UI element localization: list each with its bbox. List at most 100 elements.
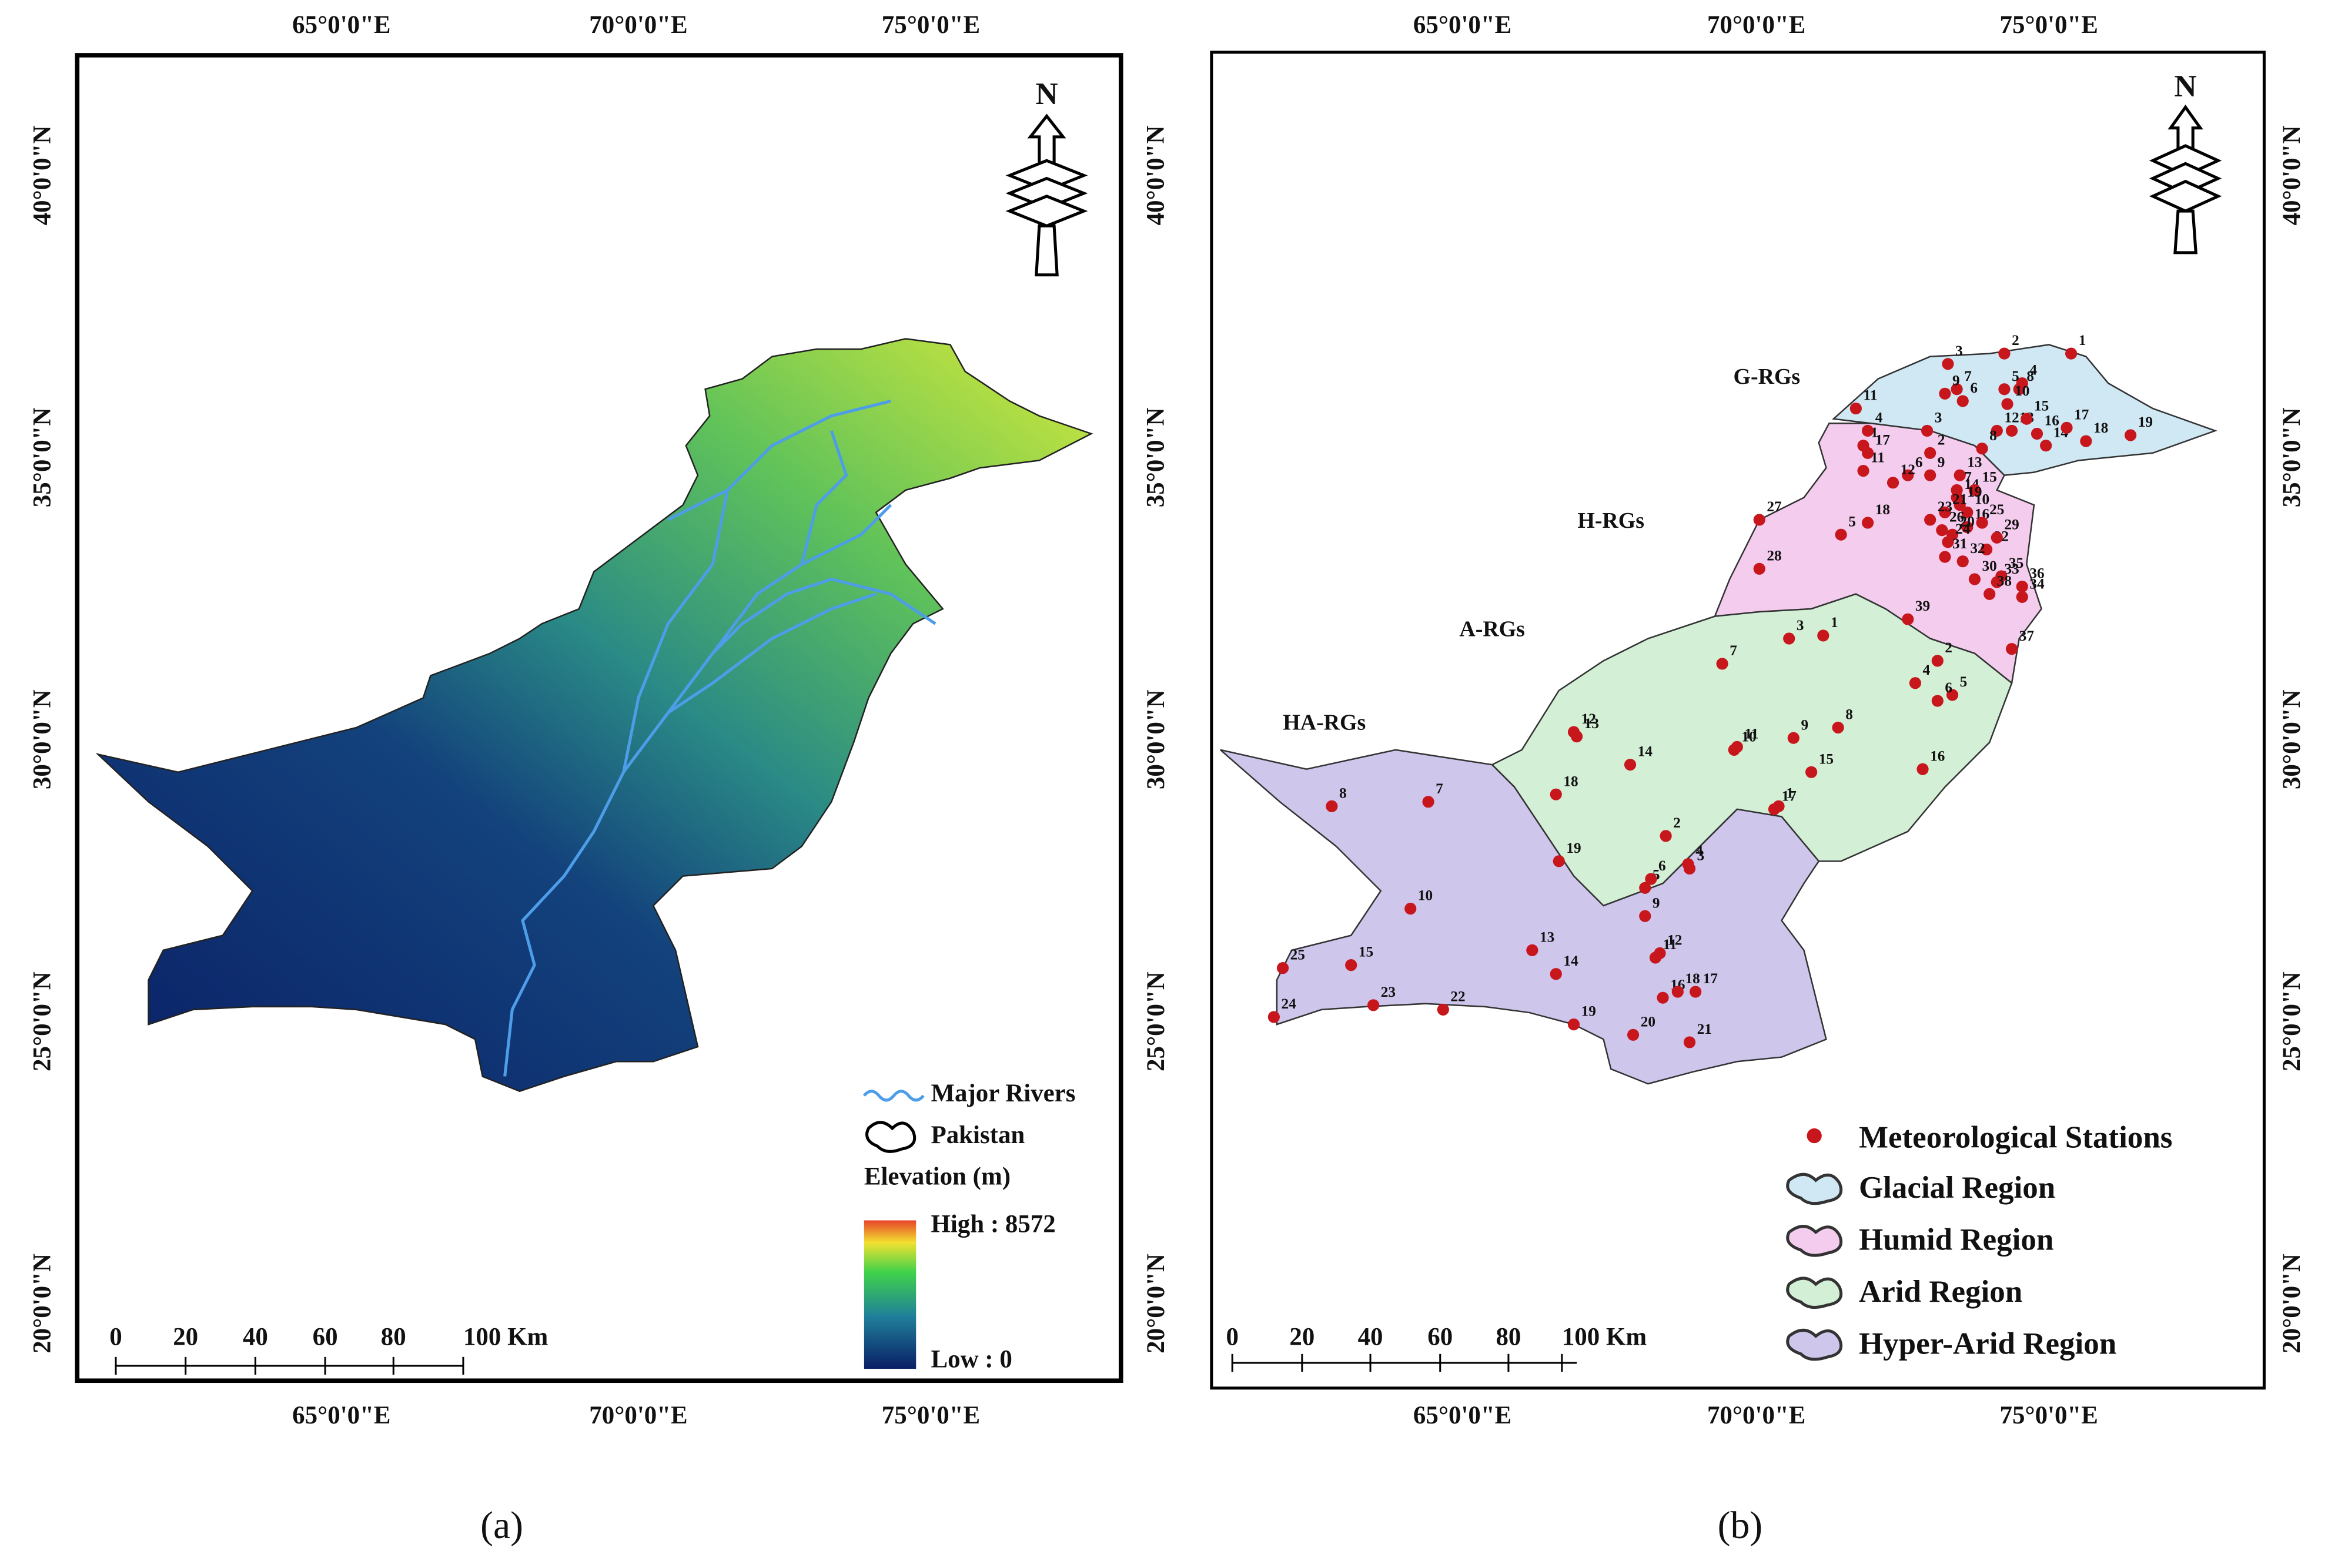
station-label: 38 (1997, 572, 2012, 589)
station (1857, 465, 1869, 477)
station-label: 15 (1819, 751, 1834, 767)
station-label: 14 (1563, 953, 1578, 969)
station (1627, 1028, 1640, 1041)
station-label: 24 (1955, 521, 1971, 537)
lon-label-bottom: 70°0'0"E (589, 1402, 687, 1429)
station (1645, 873, 1657, 885)
station-label: 4 (1875, 410, 1883, 426)
station (2005, 643, 2018, 655)
caption: (a) (480, 1504, 523, 1547)
station-label: 39 (1915, 598, 1930, 614)
station (1276, 962, 1289, 974)
region-label: A-RGs (1459, 617, 1525, 642)
station (1939, 387, 1951, 400)
station-label: 1 (2079, 332, 2086, 349)
station-label: 13 (1584, 715, 1599, 732)
station-label: 25 (1290, 947, 1305, 963)
station (1924, 469, 1936, 481)
station-label: 23 (1381, 984, 1396, 1000)
station-label: 11 (1744, 725, 1758, 742)
station-label: 30 (1982, 558, 1997, 574)
lat-label-right: 30°0'0"N (2278, 689, 2306, 789)
station (2065, 347, 2078, 360)
station-label: 9 (1952, 372, 1960, 388)
station (1946, 689, 1959, 701)
lon-label-bottom: 70°0'0"E (1707, 1402, 1805, 1429)
legend-entry: Meteorological Stations (1859, 1120, 2173, 1154)
panel-a-legend-icons (862, 1090, 925, 1369)
station (2031, 427, 2043, 440)
north-arrow-b (2149, 105, 2222, 254)
scale-label: 0 (1226, 1323, 1238, 1351)
station (1422, 796, 1434, 808)
station-label: 19 (1967, 484, 1982, 500)
station-label: 15 (1359, 944, 1373, 960)
scale-label: 80 (1496, 1323, 1521, 1351)
station-label: 34 (2029, 575, 2045, 592)
station-label: 7 (1436, 780, 1443, 797)
north-arrow-a (1005, 113, 1088, 277)
region-label: G-RGs (1734, 364, 1801, 389)
legend-low: Low : 0 (931, 1345, 1012, 1373)
lon-label-bottom: 65°0'0"E (1413, 1402, 1511, 1429)
station (1942, 536, 1954, 548)
station-label: 18 (1875, 501, 1890, 518)
station (1683, 1036, 1696, 1048)
station-label: 7 (1964, 469, 1972, 485)
lon-label-bottom: 65°0'0"E (292, 1402, 390, 1429)
station (1526, 944, 1538, 956)
station-label: 11 (1864, 387, 1878, 404)
lat-label-left: 40°0'0"N (1142, 126, 1170, 226)
lat-label-right: 20°0'0"N (2278, 1254, 2306, 1353)
lat-label-left: 20°0'0"N (29, 1254, 56, 1353)
station-label: 5 (2012, 368, 2019, 384)
station-label: 9 (1801, 716, 1808, 733)
legend-boundary: Pakistan (931, 1121, 1025, 1149)
station (2021, 413, 2033, 425)
station-label: 25 (1989, 501, 2004, 518)
station (1783, 632, 1795, 645)
scale-label: 60 (313, 1323, 338, 1351)
station (1961, 506, 1974, 518)
station-label: 35 (2009, 555, 2023, 571)
station (1553, 855, 1565, 867)
lon-label-top: 65°0'0"E (1413, 11, 1511, 39)
station-label: 22 (1450, 988, 1465, 1004)
station-label: 21 (1952, 491, 1967, 507)
station (1832, 721, 1844, 734)
lat-label-left: 30°0'0"N (29, 689, 56, 789)
station-label: 5 (1960, 674, 1968, 690)
station (1887, 477, 1899, 489)
station-label: 6 (1970, 380, 1978, 396)
station (2080, 435, 2092, 447)
station-label: 3 (1935, 410, 1942, 426)
station-label: 19 (1581, 1003, 1596, 1020)
station (1976, 517, 1988, 529)
station (1956, 395, 1969, 407)
station (1690, 986, 1702, 998)
station (2016, 581, 2028, 593)
station-label: 27 (1767, 498, 1782, 515)
station (1981, 543, 1993, 556)
station (1772, 800, 1785, 812)
station-label: 12 (1667, 932, 1682, 949)
station (1639, 910, 1651, 922)
station-label: 15 (2034, 397, 2049, 414)
station-label: 14 (1638, 743, 1653, 760)
lat-label-left: 30°0'0"N (1142, 689, 1170, 789)
region-label: HA-RGs (1283, 711, 1366, 735)
station (2016, 591, 2028, 603)
station-label: 17 (1875, 431, 1891, 448)
station (1716, 658, 1728, 670)
station (1968, 484, 1981, 497)
station-label: 3 (1797, 617, 1804, 634)
station (1639, 882, 1651, 894)
station (1550, 968, 1562, 980)
station (1367, 999, 1380, 1011)
rivers (503, 399, 936, 1077)
station (1787, 732, 1799, 744)
lat-label-left: 25°0'0"N (29, 971, 56, 1071)
station (1550, 788, 1562, 800)
station (1753, 562, 1765, 575)
